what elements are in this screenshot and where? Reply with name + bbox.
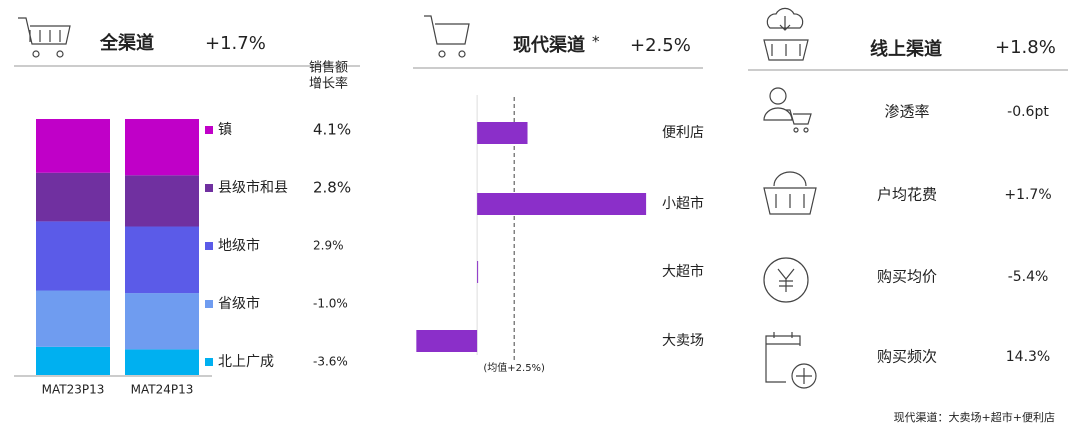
legend-label: 北上广成	[218, 354, 274, 370]
metric-value: 14.3%	[1006, 349, 1050, 365]
metric-label: 购买均价	[877, 268, 937, 286]
bar-segment	[36, 119, 110, 173]
metric-value: -5.4%	[1008, 269, 1049, 285]
footnote: 现代渠道：大卖场+超市+便利店	[894, 410, 1055, 424]
legend-swatch	[205, 126, 213, 134]
metric-value: +1.7%	[1004, 187, 1051, 203]
category-label: 大卖场	[662, 333, 704, 349]
panel-title: 线上渠道	[870, 38, 942, 60]
category-label: 大超市	[662, 263, 704, 280]
growth-label: 2.9%	[313, 239, 344, 253]
reference-label: (均值+2.5%)	[483, 361, 545, 374]
legend-label: 县级市和县	[218, 179, 288, 196]
metric-value: -0.6pt	[1007, 104, 1049, 120]
legend-swatch	[205, 300, 213, 308]
growth-label: 4.1%	[313, 121, 351, 139]
metric-label: 购买频次	[877, 348, 937, 366]
panel-title: 现代渠道	[513, 34, 585, 56]
user-cart-icon	[763, 87, 812, 133]
panel-value: +2.5%	[630, 35, 691, 56]
column-header: 销售额	[309, 60, 348, 76]
bar-segment	[125, 119, 199, 176]
column-header: 增长率	[309, 76, 348, 92]
legend-swatch	[205, 242, 213, 250]
metric-label: 渗透率	[884, 103, 929, 121]
metric-label: 户均花费	[877, 186, 937, 204]
cloud-basket-icon	[763, 7, 809, 61]
x-tick-label: MAT23P13	[42, 383, 105, 397]
panel-note: *	[592, 33, 600, 51]
category-label: 便利店	[662, 125, 704, 141]
bar-segment	[125, 349, 199, 375]
basket-icon	[763, 171, 817, 215]
growth-label: 2.8%	[313, 179, 351, 197]
yuan-icon	[763, 257, 809, 303]
bar-segment	[36, 346, 110, 375]
panel-value: +1.8%	[995, 37, 1056, 58]
panel-title: 全渠道	[99, 32, 154, 54]
bar-segment	[125, 293, 199, 350]
bar-segment	[36, 290, 110, 347]
bar-segment	[125, 175, 199, 227]
cart-icon	[18, 17, 71, 58]
bar	[477, 193, 647, 215]
legend-label: 地级市	[218, 237, 260, 254]
cart-icon	[424, 15, 470, 58]
calendar-icon	[765, 332, 817, 389]
bar	[477, 122, 528, 144]
bar-segment	[125, 226, 199, 294]
growth-label: -1.0%	[313, 297, 348, 311]
growth-label: -3.6%	[313, 355, 348, 369]
bar	[477, 261, 479, 283]
x-tick-label: MAT24P13	[131, 383, 194, 397]
legend-label: 镇	[218, 122, 232, 138]
category-label: 小超市	[662, 195, 704, 212]
bar-segment	[36, 221, 110, 291]
bar	[416, 330, 478, 352]
legend-swatch	[205, 358, 213, 366]
legend-label: 省级市	[218, 295, 260, 312]
panel-value: +1.7%	[205, 33, 266, 54]
bar-segment	[36, 172, 110, 222]
legend-swatch	[205, 184, 213, 192]
